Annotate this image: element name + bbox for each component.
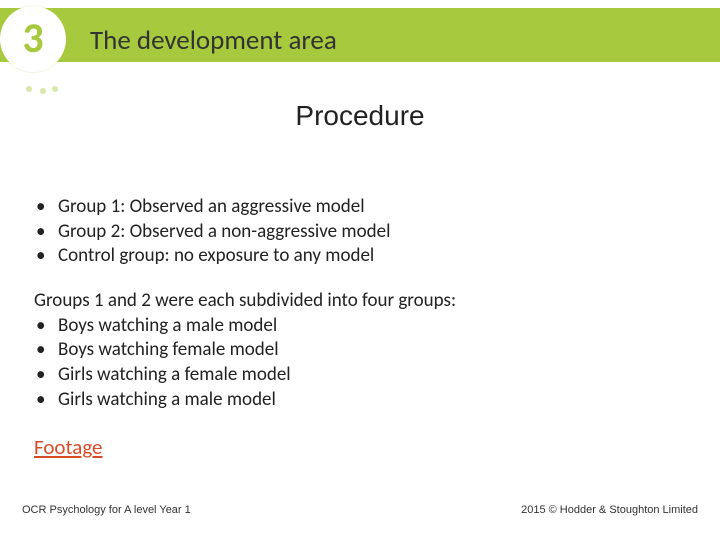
footer-left: OCR Psychology for A level Year 1 bbox=[22, 504, 191, 516]
list-item: Boys watching female model bbox=[34, 338, 674, 363]
groups-list: Group 1: Observed an aggressive model Gr… bbox=[34, 195, 674, 269]
slide: 3 The development area Procedure Group 1… bbox=[0, 0, 720, 540]
section-title: Procedure bbox=[0, 100, 720, 132]
list-item: Girls watching a female model bbox=[34, 363, 674, 388]
list-item: Control group: no exposure to any model bbox=[34, 244, 674, 269]
chapter-title: The development area bbox=[90, 24, 337, 57]
list-item: Group 1: Observed an aggressive model bbox=[34, 195, 674, 220]
subdivision-list: Boys watching a male model Boys watching… bbox=[34, 314, 674, 413]
list-item: Group 2: Observed a non-aggressive model bbox=[34, 220, 674, 245]
subdivision-lead: Groups 1 and 2 were each subdivided into… bbox=[34, 289, 674, 314]
list-item: Boys watching a male model bbox=[34, 314, 674, 339]
footer-right: 2015 © Hodder & Stoughton Limited bbox=[521, 504, 698, 516]
footage-link[interactable]: Footage bbox=[34, 434, 103, 460]
header-bar: 3 The development area bbox=[0, 8, 720, 62]
chapter-number-badge: 3 bbox=[0, 6, 66, 72]
list-item: Girls watching a male model bbox=[34, 388, 674, 413]
content-body: Group 1: Observed an aggressive model Gr… bbox=[34, 195, 674, 413]
